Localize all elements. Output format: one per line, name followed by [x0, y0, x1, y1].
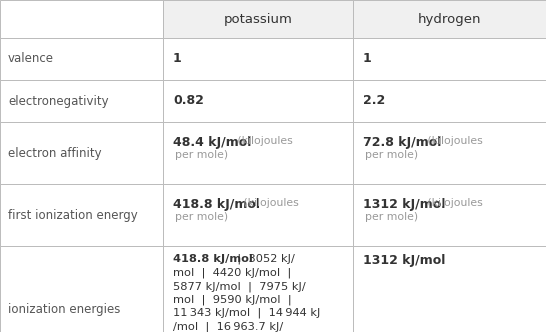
Bar: [0, 80, 163, 122]
Text: 5877 kJ/mol  |  7975 kJ/: 5877 kJ/mol | 7975 kJ/: [173, 281, 306, 291]
Text: ionization energies: ionization energies: [8, 303, 120, 316]
Text: /mol  |  16 963.7 kJ/: /mol | 16 963.7 kJ/: [173, 321, 283, 332]
Text: 1312 kJ/mol: 1312 kJ/mol: [363, 198, 446, 210]
Text: first ionization energy: first ionization energy: [8, 208, 138, 221]
Text: per mole): per mole): [175, 150, 228, 160]
Bar: [353, 184, 546, 246]
Text: 72.8 kJ/mol: 72.8 kJ/mol: [363, 136, 441, 149]
Text: per mole): per mole): [365, 150, 418, 160]
Text: electron affinity: electron affinity: [8, 146, 102, 159]
Text: (kilojoules: (kilojoules: [240, 198, 299, 208]
Bar: [163, 38, 353, 80]
Text: 1: 1: [363, 52, 372, 65]
Bar: [0, 246, 163, 332]
Bar: [0, 122, 163, 184]
Text: 418.8 kJ/mol: 418.8 kJ/mol: [173, 254, 253, 264]
Text: mol  |  4420 kJ/mol  |: mol | 4420 kJ/mol |: [173, 268, 292, 278]
Text: 2.2: 2.2: [363, 95, 385, 108]
Bar: [163, 246, 353, 332]
Bar: [353, 80, 546, 122]
Text: valence: valence: [8, 52, 54, 65]
Text: 0.82: 0.82: [173, 95, 204, 108]
Text: (kilojoules: (kilojoules: [234, 136, 293, 146]
Text: electronegativity: electronegativity: [8, 95, 109, 108]
Text: potassium: potassium: [223, 13, 293, 26]
Bar: [0, 184, 163, 246]
Text: (kilojoules: (kilojoules: [424, 198, 483, 208]
Text: 1: 1: [173, 52, 182, 65]
Text: mol  |  9590 kJ/mol  |: mol | 9590 kJ/mol |: [173, 294, 292, 305]
Bar: [163, 80, 353, 122]
Text: 48.4 kJ/mol: 48.4 kJ/mol: [173, 136, 251, 149]
Text: hydrogen: hydrogen: [418, 13, 481, 26]
Bar: [353, 38, 546, 80]
Text: (kilojoules: (kilojoules: [424, 136, 483, 146]
Bar: [353, 122, 546, 184]
Bar: [163, 184, 353, 246]
Text: per mole): per mole): [365, 211, 418, 222]
Text: 11 343 kJ/mol  |  14 944 kJ: 11 343 kJ/mol | 14 944 kJ: [173, 308, 321, 318]
Bar: [163, 122, 353, 184]
Bar: [0, 0, 163, 38]
Bar: [0, 38, 163, 80]
Text: per mole): per mole): [175, 211, 228, 222]
Bar: [353, 0, 546, 38]
Bar: [163, 0, 353, 38]
Text: 418.8 kJ/mol: 418.8 kJ/mol: [173, 198, 260, 210]
Bar: [353, 246, 546, 332]
Text: 1312 kJ/mol: 1312 kJ/mol: [363, 254, 446, 267]
Text: |  3052 kJ/: | 3052 kJ/: [230, 254, 295, 265]
